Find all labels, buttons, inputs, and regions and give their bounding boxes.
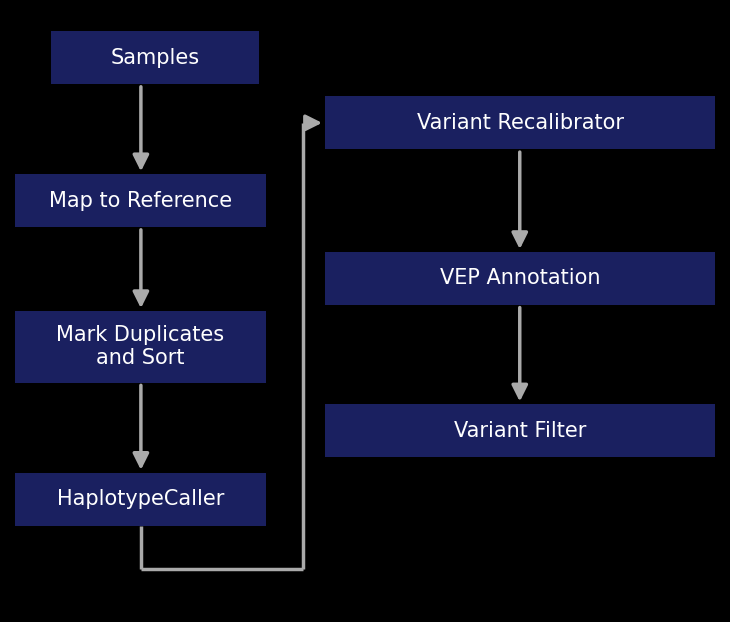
Text: Map to Reference: Map to Reference — [49, 190, 232, 211]
Text: Mark Duplicates
and Sort: Mark Duplicates and Sort — [56, 325, 225, 368]
Text: Variant Filter: Variant Filter — [454, 420, 586, 441]
Text: Samples: Samples — [110, 47, 200, 68]
Text: HaplotypeCaller: HaplotypeCaller — [57, 489, 224, 509]
Text: VEP Annotation: VEP Annotation — [440, 268, 600, 289]
FancyBboxPatch shape — [15, 311, 266, 383]
Text: Variant Recalibrator: Variant Recalibrator — [417, 113, 623, 133]
FancyBboxPatch shape — [15, 174, 266, 227]
FancyBboxPatch shape — [325, 252, 715, 305]
FancyBboxPatch shape — [51, 31, 259, 84]
FancyBboxPatch shape — [325, 96, 715, 149]
FancyBboxPatch shape — [325, 404, 715, 457]
FancyBboxPatch shape — [15, 473, 266, 526]
